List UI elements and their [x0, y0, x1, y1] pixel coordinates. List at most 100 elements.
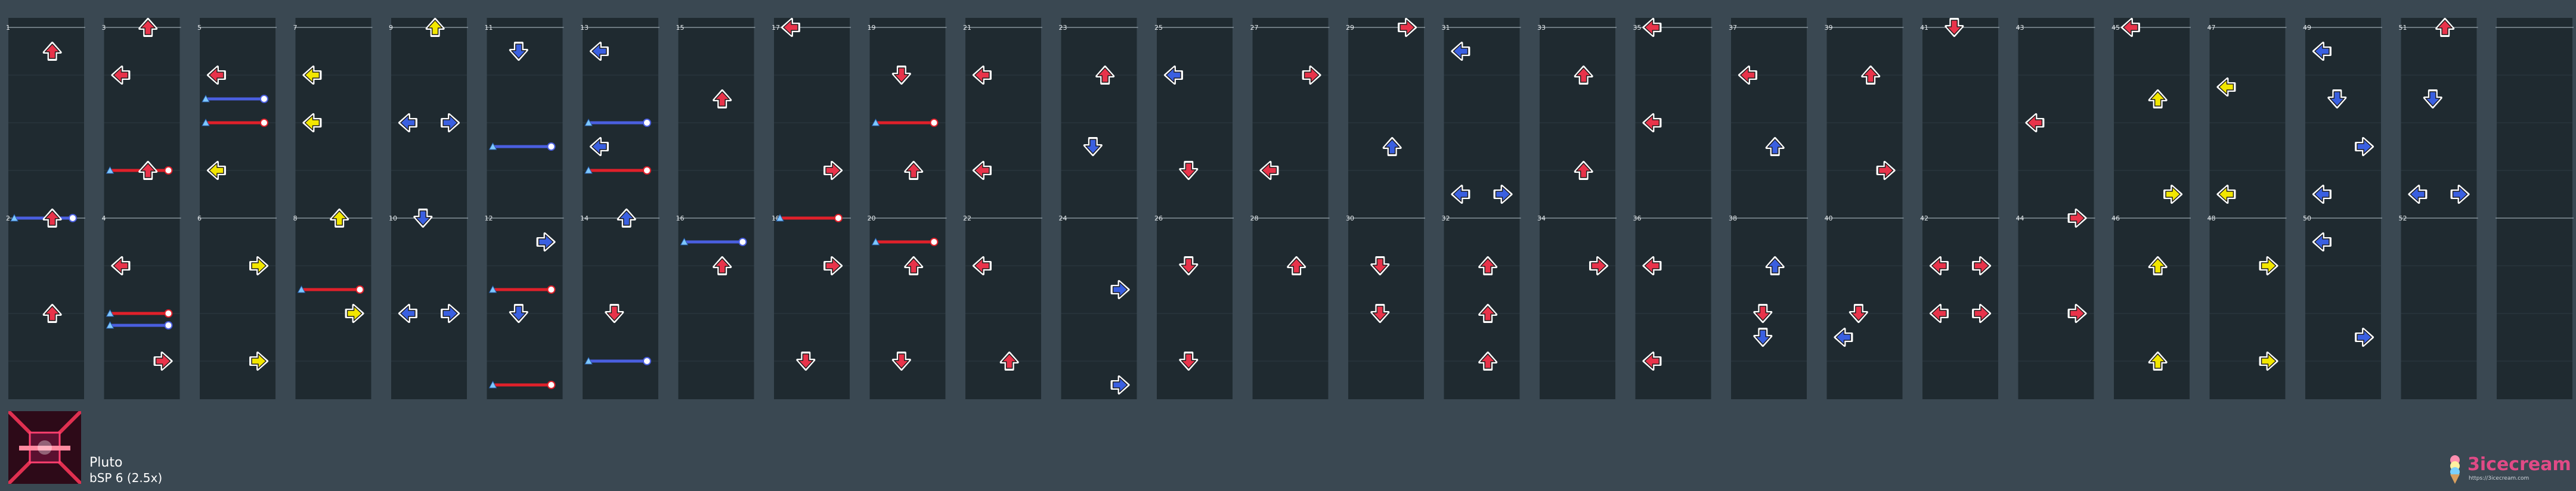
arrow-note — [1642, 256, 1662, 275]
freeze-start-marker — [202, 94, 210, 102]
arrow-fill — [1863, 67, 1878, 83]
lane-column — [1157, 18, 1233, 399]
measure-label: 40 — [1825, 215, 1833, 222]
arrow-fill — [2329, 91, 2345, 107]
measure-label: 35 — [1633, 24, 1642, 32]
arrow-fill — [113, 67, 129, 83]
arrow-fill — [2165, 187, 2181, 202]
measure-label: 23 — [1059, 24, 1067, 32]
arrow-fill — [1740, 67, 1755, 83]
measure-label: 14 — [580, 215, 589, 222]
arrow-fill — [113, 258, 129, 274]
measure-label: 19 — [868, 24, 876, 32]
arrow-note — [713, 256, 732, 275]
measure-label: 8 — [293, 215, 298, 222]
arrow-fill — [825, 163, 841, 178]
arrow-fill — [2410, 187, 2426, 202]
arrow-fill — [251, 353, 267, 369]
freeze-end-marker — [547, 142, 556, 151]
arrow-fill — [1644, 353, 1660, 369]
arrow-fill — [1453, 43, 1469, 59]
arrow-note — [2312, 185, 2332, 204]
arrow-note — [1972, 304, 1992, 323]
measure-label: 47 — [2207, 24, 2216, 32]
arrow-note — [1929, 256, 1949, 275]
arrow-note — [1259, 161, 1279, 180]
arrow-fill — [44, 306, 60, 321]
arrow-fill — [974, 258, 990, 274]
arrow-note — [1110, 375, 1130, 394]
arrow-note — [1849, 304, 1868, 323]
arrow-fill — [209, 163, 224, 178]
measure-label: 44 — [2016, 215, 2024, 222]
arrow-fill — [606, 306, 623, 321]
freeze-end-marker — [164, 166, 173, 175]
arrow-note — [1642, 18, 1662, 37]
arrow-note — [1179, 352, 1199, 371]
measure-label: 21 — [963, 24, 971, 32]
measure-label: 32 — [1442, 215, 1450, 222]
arrow-note — [2259, 352, 2278, 371]
measure-label: 30 — [1346, 215, 1354, 222]
arrow-note — [1083, 137, 1103, 156]
measure-label: 37 — [1729, 24, 1737, 32]
arrow-fill — [2314, 187, 2330, 202]
lane-column — [583, 18, 658, 399]
arrow-fill — [1878, 163, 1894, 178]
lane-column — [869, 18, 946, 399]
freeze-end-marker — [930, 238, 939, 246]
arrow-note — [2423, 89, 2442, 108]
arrow-fill — [2357, 139, 2372, 154]
arrow-note — [2435, 18, 2455, 37]
arrow-note — [2148, 352, 2168, 371]
arrow-fill — [798, 353, 814, 369]
arrow-note — [891, 352, 911, 371]
arrow-fill — [894, 353, 909, 369]
freeze-start-marker — [776, 213, 784, 222]
arrow-fill — [332, 210, 347, 226]
measure-label: 46 — [2111, 215, 2120, 222]
icecream-icon — [2450, 455, 2460, 484]
measure-label: 42 — [1920, 215, 1928, 222]
arrow-note — [441, 113, 460, 132]
arrow-fill — [618, 210, 634, 226]
lane-column — [1922, 18, 1998, 399]
measure-label: 13 — [580, 24, 589, 32]
arrow-fill — [2314, 234, 2330, 250]
arrow-fill — [974, 163, 990, 178]
freeze-end-marker — [68, 214, 77, 222]
arrow-note — [2259, 256, 2278, 275]
freeze-start-marker — [871, 118, 880, 126]
arrow-fill — [1372, 258, 1388, 274]
measure-label: 31 — [1442, 24, 1450, 32]
arrow-note — [2216, 185, 2236, 204]
measure-label: 22 — [963, 215, 971, 222]
arrow-note — [713, 89, 732, 108]
arrow-fill — [44, 43, 60, 59]
arrow-note — [1738, 66, 1757, 85]
arrow-fill — [2218, 187, 2234, 202]
freeze-start-marker — [488, 285, 497, 293]
lane-column — [8, 18, 84, 399]
arrow-note — [972, 256, 992, 275]
freeze-start-marker — [488, 380, 497, 389]
lane-column — [774, 18, 850, 399]
freeze-end-marker — [164, 321, 173, 330]
arrow-fill — [1755, 330, 1771, 345]
arrow-note — [398, 113, 417, 132]
arrow-fill — [2452, 187, 2468, 202]
arrow-note — [206, 66, 226, 85]
measure-label: 50 — [2303, 215, 2311, 222]
arrow-note — [42, 304, 62, 323]
measure-label: 6 — [197, 215, 202, 222]
arrow-fill — [1480, 353, 1496, 369]
arrow-note — [441, 304, 460, 323]
arrow-note — [891, 66, 911, 85]
arrow-note — [398, 304, 417, 323]
arrow-fill — [1480, 258, 1496, 274]
arrow-note — [330, 209, 349, 228]
arrow-fill — [442, 115, 458, 130]
lane-column — [391, 18, 467, 399]
arrow-fill — [1112, 377, 1128, 393]
measure-label: 43 — [2016, 24, 2024, 32]
